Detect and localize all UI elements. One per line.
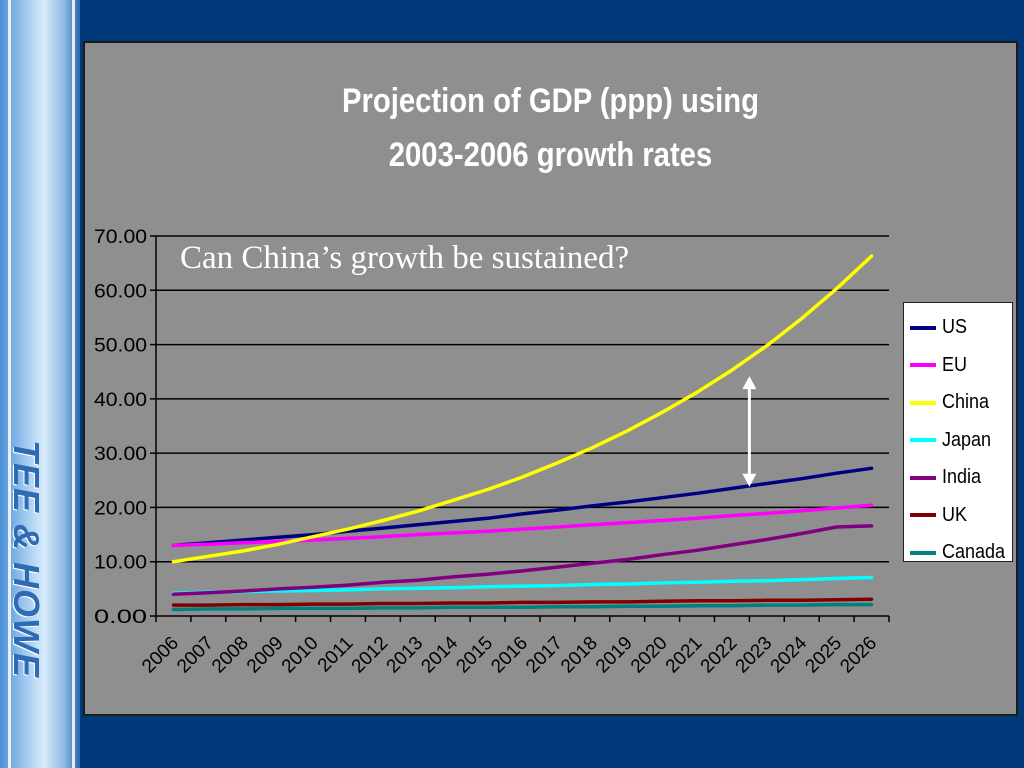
legend-label: China (942, 391, 990, 414)
x-tick-label: 2010 (278, 633, 323, 678)
x-tick-label: 2024 (767, 632, 812, 677)
legend-swatch (910, 363, 936, 368)
series-line-india (171, 524, 874, 597)
x-tick-label: 2022 (697, 633, 742, 678)
x-tick-label: 2011 (314, 633, 358, 677)
y-tick-label: 70.00 (94, 227, 147, 248)
x-tick-label: 2009 (243, 633, 288, 678)
y-tick-label: 30.00 (94, 444, 147, 465)
legend-item-japan: Japan (910, 422, 1012, 460)
x-tick-label: 2020 (627, 633, 672, 678)
chart-legend: US EU China Japan India UK Canada (903, 302, 1013, 563)
y-tick-label: 10.00 (94, 553, 147, 574)
chart-title: Projection of GDP (ppp) using 2003-2006 … (148, 74, 952, 182)
series-line-china (171, 254, 874, 564)
x-tick-label: 2021 (662, 633, 707, 678)
x-tick-label: 2016 (487, 633, 532, 678)
x-tick-label: 2026 (836, 633, 881, 678)
legend-item-india: India (910, 459, 1012, 497)
legend-swatch (910, 513, 936, 518)
legend-swatch (910, 550, 936, 555)
legend-swatch (910, 400, 936, 405)
legend-label: EU (942, 353, 968, 376)
legend-swatch (910, 475, 936, 480)
chart-title-line-1: Projection of GDP (ppp) using (342, 82, 759, 120)
x-tick-label: 2015 (452, 633, 497, 678)
x-tick-label: 2017 (522, 633, 567, 678)
y-tick-label: 40.00 (94, 390, 147, 411)
brand-logo-text: TEE & HOWE (6, 440, 47, 740)
comparison-arrow-head-bottom (742, 473, 757, 487)
x-tick-label: 2006 (138, 633, 183, 678)
series-line-canada (171, 602, 874, 612)
legend-item-uk: UK (910, 497, 1012, 535)
x-tick-label: 2014 (417, 632, 462, 677)
legend-label: Canada (941, 541, 1005, 564)
y-tick-label: 50.00 (94, 336, 147, 357)
series-line-japan (171, 575, 874, 595)
y-tick-label: 20.00 (94, 498, 147, 519)
series-line-us (171, 466, 874, 548)
legend-item-canada: Canada (910, 534, 1012, 572)
legend-label: UK (942, 503, 968, 526)
comparison-arrow-head-top (742, 376, 757, 390)
legend-swatch (910, 325, 936, 330)
legend-label: Japan (942, 428, 992, 451)
x-tick-label: 2012 (348, 633, 393, 678)
chart-annotation: Can China’s growth be sustained? (180, 240, 630, 276)
legend-swatch (910, 438, 936, 443)
legend-item-china: China (910, 384, 1012, 422)
y-tick-label: 60.00 (94, 281, 147, 302)
x-tick-label: 2013 (383, 633, 428, 678)
legend-item-us: US (910, 309, 1012, 347)
plot-area (156, 236, 889, 616)
legend-label: India (942, 466, 982, 489)
legend-label: US (942, 316, 968, 339)
x-tick-label: 2008 (208, 633, 253, 678)
y-tick-label: 0.00 (94, 607, 147, 628)
series-line-uk (171, 597, 874, 607)
brand-name: TEE & HOWE (6, 440, 47, 679)
x-tick-label: 2018 (557, 633, 602, 678)
x-tick-label: 2025 (801, 633, 846, 678)
legend-item-eu: EU (910, 347, 1012, 385)
chart-title-line-2: 2003-2006 growth rates (388, 136, 713, 174)
left-decorative-band: TEE & HOWE (0, 0, 80, 768)
x-tick-label: 2019 (592, 633, 637, 678)
x-tick-label: 2007 (173, 633, 218, 678)
x-tick-label: 2023 (732, 633, 777, 678)
